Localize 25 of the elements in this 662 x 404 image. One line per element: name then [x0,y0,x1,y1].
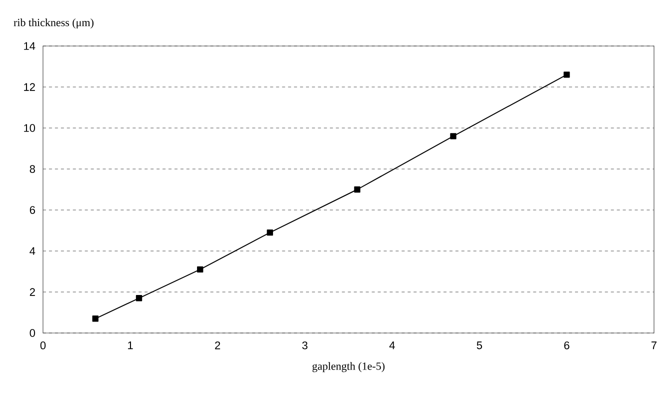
point [354,186,360,193]
x-tick-label: 2 [215,342,220,350]
point [450,133,456,140]
point [136,295,142,302]
x-tick-label: 1 [128,342,133,350]
y-tick-label: 10 [24,124,36,132]
x-axis-title: gaplength (1e-5) [312,362,385,372]
y-tick-label: 8 [30,165,36,173]
point [197,266,204,273]
y-tick-label: 4 [30,247,36,255]
x-tick-label: 6 [564,342,570,350]
y-tick-label: 0 [30,329,36,337]
y-axis-title: rib thickness (μm) [14,18,94,28]
y-tick-label: 2 [30,288,35,296]
x-tick-label: 5 [476,342,482,350]
x-tick-label: 7 [652,342,657,350]
y-tick-label: 6 [30,206,36,214]
point [92,316,98,322]
y-tick-label: 12 [24,83,35,91]
y-tick-label: 14 [24,42,36,50]
point [564,72,570,78]
x-tick-label: 0 [40,342,46,350]
x-tick-label: 3 [302,342,308,350]
point [266,229,274,236]
x-tick-label: 4 [389,342,395,350]
